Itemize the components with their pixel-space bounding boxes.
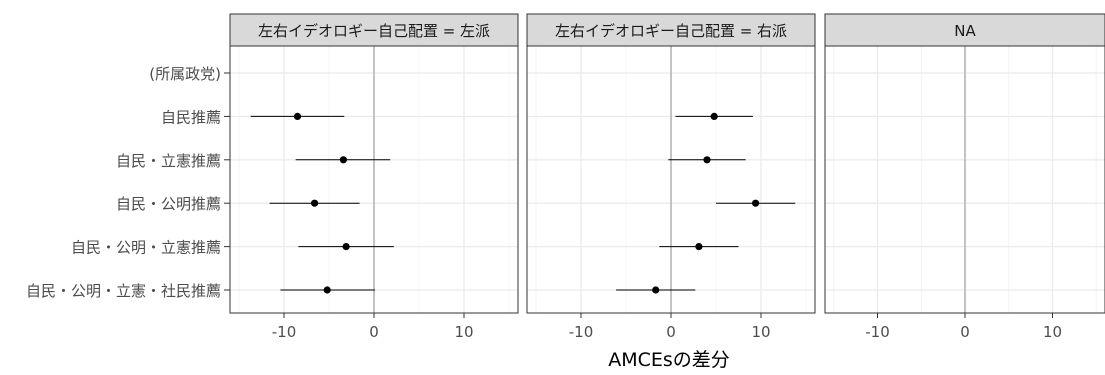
x-tick-label: 0 [369,323,379,341]
x-tick-label: 0 [960,323,970,341]
estimate-point [293,112,302,120]
estimate-point [311,199,319,207]
y-tick-label: 自民・立憲推薦 [116,152,221,170]
estimate-point [323,286,331,294]
x-tick-label: 10 [751,323,770,341]
estimate-point [710,112,718,120]
estimate-point [339,156,347,164]
facet-strip-label: 左右イデオロギー自己配置 = 右派 [555,22,787,40]
estimate-point [695,243,703,251]
y-tick-label: (所属政党) [149,65,221,83]
y-tick-label: 自民・公明推薦 [116,195,221,213]
estimate-point [752,199,760,207]
estimate-point [342,243,350,251]
y-tick-label: 自民・公明・立憲・社民推薦 [26,282,221,300]
facet-panel: 左右イデオロギー自己配置 = 左派 -10 0 10 [229,13,519,341]
facet-panel: 左右イデオロギー自己配置 = 右派 -10 0 10 [526,13,816,341]
x-tick-label: 10 [1043,323,1062,341]
facet-panel: NA -10 0 10 [824,13,1105,341]
x-tick-label: 0 [666,323,676,341]
x-tick-label: -10 [272,323,297,341]
estimate-point [652,286,660,294]
x-axis-title: AMCEsの差分 [608,349,730,371]
x-tick-label: -10 [865,323,890,341]
y-tick-label: 自民・公明・立憲推薦 [71,239,221,257]
y-axis-labels: (所属政党) 自民推薦自民・立憲推薦自民・公明推薦自民・公明・立憲推薦自民・公明・… [26,65,230,300]
estimate-point [703,156,711,164]
facet-strip-label: 左右イデオロギー自己配置 = 左派 [258,22,490,40]
x-tick-label: 10 [454,323,473,341]
x-tick-label: -10 [569,323,594,341]
y-tick-label: 自民推薦 [161,108,221,126]
facet-strip-label: NA [954,22,976,40]
